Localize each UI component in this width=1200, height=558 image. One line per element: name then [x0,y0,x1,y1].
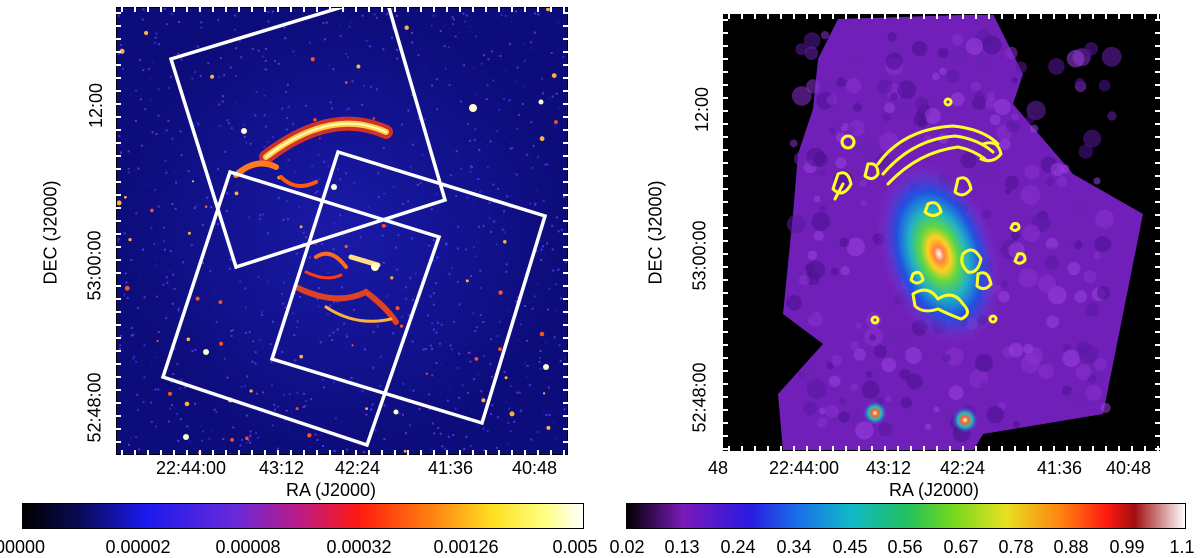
right-x-tick-4: 42:24 [940,458,985,479]
left-x-tick-3: 42:24 [335,458,380,479]
right-y-tick-2: 53:00:00 [690,220,711,290]
right-x-tick-6: 40:48 [1106,458,1151,479]
left-colorbar-tick-2: 0.00002 [105,537,170,558]
right-xray-image [723,14,1160,451]
right-colorbar-tick-9: 0.88 [1053,537,1088,558]
left-x-tick-5: 40:48 [512,458,557,479]
right-colorbar-tick-2: 0.13 [664,537,699,558]
left-colorbar-tick-6: 0.005 [552,537,597,558]
left-y-tick-1: 12:00 [86,83,107,128]
left-radio-image [116,7,568,455]
left-colorbar-tick-5: 0.00126 [433,537,498,558]
right-x-tick-5: 41:36 [1037,458,1082,479]
right-colorbar-tick-8: 0.78 [998,537,1033,558]
right-colorbar-tick-3: 0.24 [720,537,755,558]
left-colorbar-tick-3: 0.00008 [215,537,280,558]
right-colorbar-tick-11: 1.1 [1169,537,1194,558]
left-y-axis-title: DEC (J2000) [41,180,62,284]
left-y-tick-3: 52:48:00 [85,372,106,442]
left-colorbar-tick-4: 0.00032 [326,537,391,558]
right-y-axis-title: DEC (J2000) [646,180,667,284]
right-colorbar-tick-5: 0.45 [832,537,867,558]
right-y-tick-3: 52:48:00 [690,362,711,432]
right-colorbar-tick-4: 0.34 [776,537,811,558]
left-x-tick-1: 22:44:00 [156,458,226,479]
left-x-tick-2: 43:12 [259,458,304,479]
right-y-tick-1: 12:00 [692,87,713,132]
right-colorbar-tick-7: 0.67 [943,537,978,558]
right-bright-source-2 [952,407,978,433]
left-colorbar [22,503,584,529]
right-x-axis-title: RA (J2000) [889,480,979,501]
left-y-tick-2: 53:00:00 [85,230,106,300]
right-colorbar-tick-10: 0.99 [1109,537,1144,558]
right-x-tick-1: 48 [708,458,728,479]
right-bright-source-1 [863,401,887,425]
left-image-background [116,7,568,455]
right-x-tick-2: 22:44:00 [769,458,839,479]
right-colorbar-tick-6: 0.56 [887,537,922,558]
left-x-tick-4: 41:36 [428,458,473,479]
left-x-axis-title: RA (J2000) [286,480,376,501]
right-colorbar-tick-1: 0.02 [609,537,644,558]
right-colorbar [626,503,1186,529]
right-x-tick-3: 43:12 [866,458,911,479]
